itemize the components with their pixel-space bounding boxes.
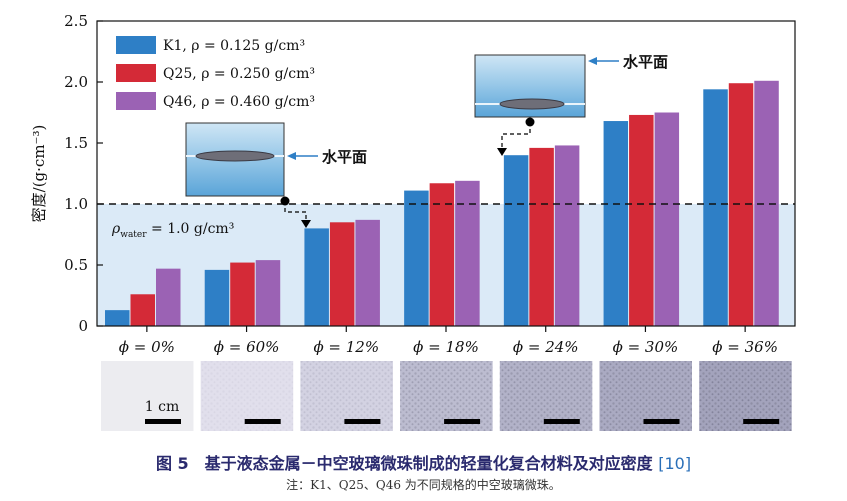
y-axis-label: 密度/(g·cm⁻³) [30, 125, 48, 223]
legend-swatch [116, 92, 156, 110]
y-tick-label: 0 [78, 317, 88, 335]
scale-bar-5 [543, 419, 580, 424]
bar-1-1 [105, 310, 130, 326]
sample-specimen [499, 98, 565, 110]
bar-1-2 [204, 269, 230, 326]
bar-3-2 [255, 260, 281, 326]
bar-2-6 [629, 114, 654, 326]
scale-bar-6 [643, 419, 680, 424]
bar-1-5 [503, 155, 529, 326]
scale-bar-3 [344, 419, 381, 424]
scale-bar-4 [444, 419, 481, 424]
bar-1-6 [603, 121, 629, 326]
bar-2-2 [230, 262, 255, 326]
callout-arrow-head [287, 152, 296, 160]
bar-1-7 [703, 89, 728, 326]
legend-label: Q25, ρ = 0.250 g/cm³ [163, 66, 315, 82]
bar-2-3 [329, 222, 355, 326]
x-tick-label: ϕ = 18% [413, 338, 479, 356]
inset-arrow-head [301, 220, 311, 228]
x-tick-label: ϕ = 24% [513, 338, 579, 356]
y-tick-label: 1.5 [64, 134, 88, 152]
x-tick-label: ϕ = 60% [214, 338, 280, 356]
callout-arrow-head [588, 57, 597, 65]
bar-3-5 [554, 145, 580, 326]
bar-2-4 [429, 183, 455, 326]
y-tick-label: 0.5 [64, 256, 88, 274]
bar-1-4 [404, 190, 429, 326]
figure-reference: [10] [658, 454, 692, 473]
figure-note: 注：K1、Q25、Q46 为不同规格的中空玻璃微珠。 [286, 478, 561, 492]
reference-line-label: ρwater = 1.0 g/cm³ [111, 221, 234, 240]
scale-bar-label: 1 cm [145, 399, 179, 415]
legend-label: Q46, ρ = 0.460 g/cm³ [163, 94, 315, 110]
inset-arrow-head [497, 148, 507, 156]
bar-3-1 [156, 268, 181, 326]
y-tick-label: 2.5 [64, 12, 88, 30]
legend-swatch [116, 64, 156, 82]
legend-swatch [116, 36, 156, 54]
density-bar-chart: 0 0.5 1.0 1.5 2.0 2.5 密度/(g·cm⁻³) ϕ = 0% ϕ = 60%… [30, 12, 796, 431]
x-tick-label: ϕ = 30% [613, 338, 679, 356]
water-surface-label: 水平面 [623, 53, 668, 71]
inset-connector [501, 122, 531, 148]
y-tick-label: 2.0 [64, 73, 88, 91]
water-surface-label: 水平面 [322, 148, 367, 166]
bar-2-1 [130, 294, 155, 326]
legend-label: K1, ρ = 0.125 g/cm³ [163, 38, 305, 54]
sample-specimen [195, 150, 275, 162]
bar-2-5 [529, 147, 554, 326]
x-tick-label: ϕ = 12% [313, 338, 379, 356]
figure-caption: 图 5 基于液态金属－中空玻璃微珠制成的轻量化复合材料及对应密度 [10] [0, 450, 847, 474]
scale-bar-2 [244, 419, 281, 424]
scale-bar-1 [145, 419, 181, 424]
x-tick-label: ϕ = 36% [712, 338, 778, 356]
y-tick-label: 1.0 [64, 195, 88, 213]
figure-caption-text: 图 5 基于液态金属－中空玻璃微珠制成的轻量化复合材料及对应密度 [155, 454, 659, 473]
bar-3-6 [654, 112, 680, 326]
bar-3-3 [355, 219, 380, 326]
x-tick-label: ϕ = 0% [119, 338, 175, 356]
inset-connector [284, 201, 307, 220]
bar-1-3 [304, 228, 329, 326]
scale-bar-7 [743, 419, 780, 424]
bar-3-4 [455, 180, 480, 326]
